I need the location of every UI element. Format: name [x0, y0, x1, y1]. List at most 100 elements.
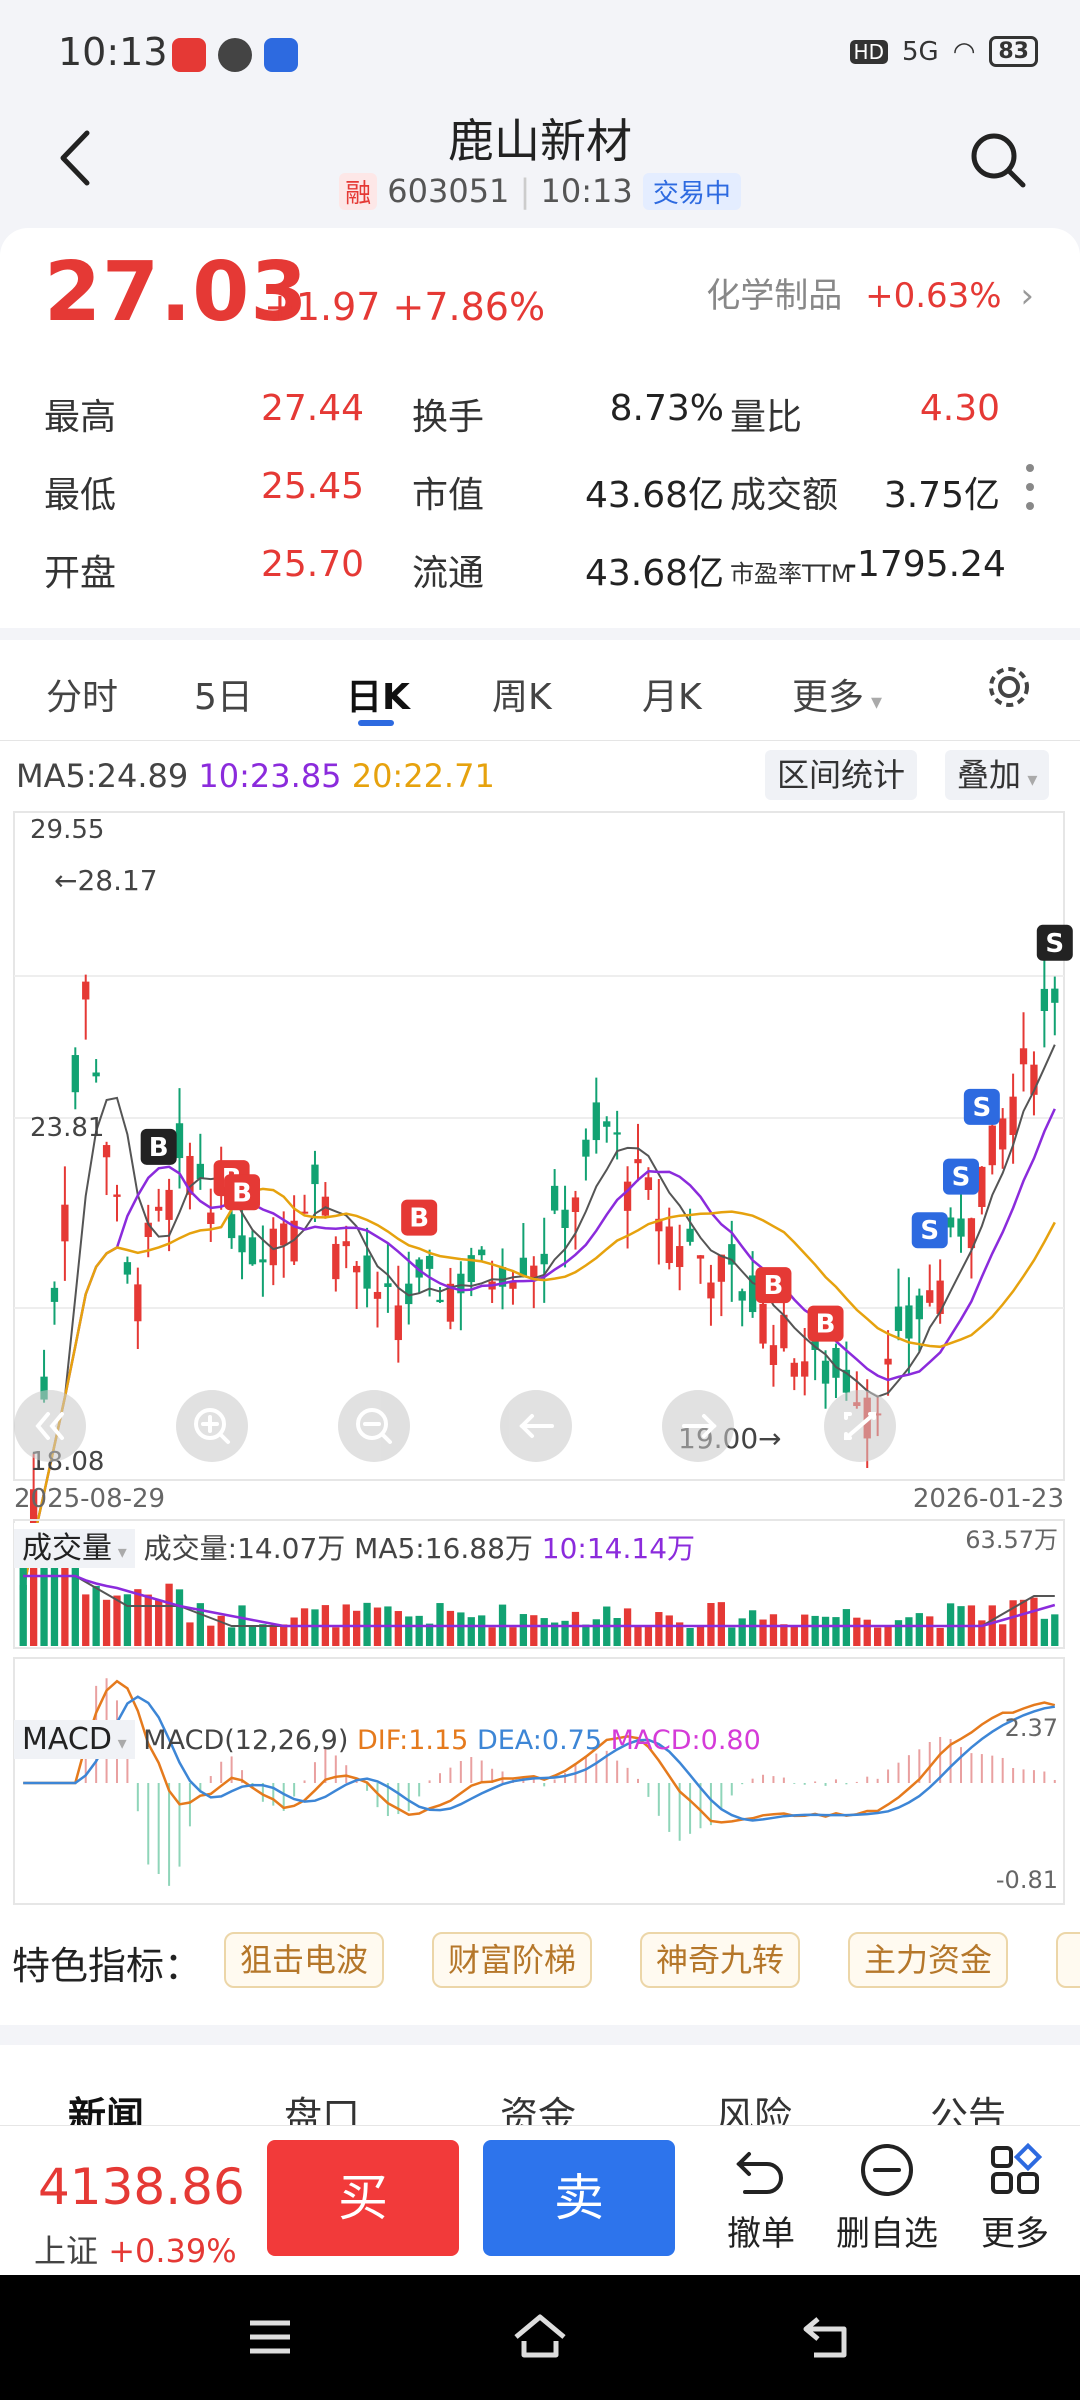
volume-bar [759, 1619, 767, 1646]
volume-bar [436, 1603, 444, 1646]
volume-name: 成交量 [22, 1531, 112, 1566]
volume-bar [363, 1602, 371, 1646]
candle-body [207, 1212, 215, 1224]
candle-body [342, 1241, 350, 1247]
volume-bar [175, 1589, 184, 1646]
index-value[interactable]: 4138.86 [38, 2158, 245, 2216]
tab-risk[interactable]: 风险 [716, 2094, 793, 2125]
overlay-button[interactable]: 叠加 ▾ [945, 750, 1050, 800]
candle-body [1051, 988, 1059, 1003]
feature-chip[interactable]: 神奇九转 [640, 1932, 801, 1988]
tab-funds[interactable]: 资金 [500, 2094, 577, 2125]
more-actions-label: 更多 [981, 2214, 1049, 2254]
back-arrow-icon[interactable] [55, 128, 95, 188]
volume-bar [82, 1594, 90, 1646]
tab-monthly-k[interactable]: 月K [642, 677, 702, 718]
signal-tag: S [952, 1163, 971, 1193]
volume-bar [71, 1551, 79, 1646]
more-vertical-icon[interactable] [1025, 462, 1035, 512]
candle-body [353, 1265, 361, 1273]
feature-chip[interactable]: 狙击电波 [224, 1932, 385, 1988]
signal-tag: S [972, 1093, 991, 1123]
candle-body [801, 1361, 809, 1377]
volume-bar [1040, 1618, 1049, 1646]
high-marker: ←28.17 [54, 864, 158, 897]
signal-tag: B [409, 1204, 429, 1234]
menu-icon[interactable] [246, 2315, 294, 2359]
tab-weekly-k[interactable]: 周K [492, 677, 552, 718]
volume-bar [405, 1616, 413, 1646]
more-actions-button[interactable]: 更多 [960, 2140, 1070, 2255]
macd-name: MACD [22, 1722, 112, 1757]
volume-bar [332, 1627, 340, 1646]
feature-chip[interactable]: 财富阶梯 [432, 1932, 593, 1988]
volume-bar [467, 1617, 475, 1646]
signal-tag-bg [140, 1128, 177, 1165]
volume-bar [707, 1603, 715, 1646]
stock-code: 603051 [387, 172, 510, 210]
buy-button[interactable]: 买 [267, 2140, 459, 2256]
home-icon[interactable] [510, 2311, 570, 2361]
candle-body [623, 1181, 632, 1211]
network-icon: 5G [901, 36, 939, 67]
tab-5day[interactable]: 5日 [194, 677, 253, 718]
dea-line [23, 1695, 1055, 1822]
candle-body [978, 1166, 986, 1207]
volume-bar [29, 1555, 38, 1646]
volume-bar [530, 1615, 538, 1646]
ma5-value: MA5:24.89 [16, 757, 189, 795]
candle-body [894, 1306, 903, 1331]
sell-button[interactable]: 卖 [483, 2140, 675, 2256]
volume-bar [926, 1616, 934, 1646]
remove-watchlist-button[interactable]: 删自选 [832, 2140, 942, 2255]
candle-body [280, 1223, 288, 1246]
volume-ma10-line [23, 1574, 1056, 1628]
stat-value: 8.73% [609, 388, 724, 429]
candle-body [498, 1267, 507, 1287]
volume-bar [550, 1622, 559, 1646]
tab-announcements[interactable]: 公告 [930, 2094, 1007, 2125]
candle-body [717, 1254, 725, 1282]
tab-more[interactable]: 更多 ▾ [792, 668, 882, 720]
candle-body [196, 1163, 204, 1180]
candle-body [175, 1123, 184, 1159]
candle-body [300, 1211, 309, 1214]
tab-orderbook[interactable]: 盘口 [284, 2094, 361, 2125]
status-time: 10:13 [58, 30, 168, 74]
volume-bar [582, 1624, 590, 1646]
search-icon[interactable] [968, 130, 1028, 190]
volume-bar [728, 1627, 736, 1646]
candle-body [571, 1197, 580, 1213]
candle-body [134, 1284, 142, 1322]
tab-news[interactable]: 新闻 [68, 2094, 145, 2125]
gear-icon[interactable] [986, 664, 1032, 710]
stock-name: 鹿山新材 [448, 114, 632, 168]
volume-bar [905, 1617, 913, 1646]
volume-bar [446, 1610, 455, 1646]
volume-bar [134, 1589, 142, 1646]
cancel-order-button[interactable]: 撤单 [706, 2140, 816, 2255]
volume-bar [123, 1594, 132, 1646]
stat-label: 市盈率TTM [730, 560, 852, 588]
signal-tag-bg [755, 1267, 792, 1304]
stat-value: 43.68亿 [584, 553, 724, 594]
signal-tag-bg [807, 1305, 844, 1342]
interval-stats-button[interactable]: 区间统计 [765, 750, 918, 800]
sector-link[interactable]: 化学制品 +0.63% › [706, 268, 1034, 317]
stat-label: 最高 [44, 397, 117, 438]
candle-body [290, 1220, 298, 1262]
candle-body [186, 1155, 194, 1195]
candle-body [728, 1244, 736, 1265]
tab-daily-k[interactable]: 日K [346, 677, 410, 718]
signal-tag-bg [943, 1158, 980, 1195]
volume-selector[interactable]: 成交量 ▾ [14, 1529, 135, 1568]
macd-selector[interactable]: MACD ▾ [14, 1720, 135, 1759]
back-nav-icon[interactable] [800, 2313, 854, 2361]
tab-intraday[interactable]: 分时 [46, 677, 119, 718]
feature-chip-partial[interactable] [1056, 1932, 1080, 1988]
y-mid-label: 23.81 [30, 1113, 104, 1143]
feature-chip[interactable]: 主力资金 [848, 1932, 1009, 1988]
volume-bar [196, 1603, 204, 1646]
volume-bar [811, 1615, 819, 1646]
candle-body [123, 1262, 132, 1275]
